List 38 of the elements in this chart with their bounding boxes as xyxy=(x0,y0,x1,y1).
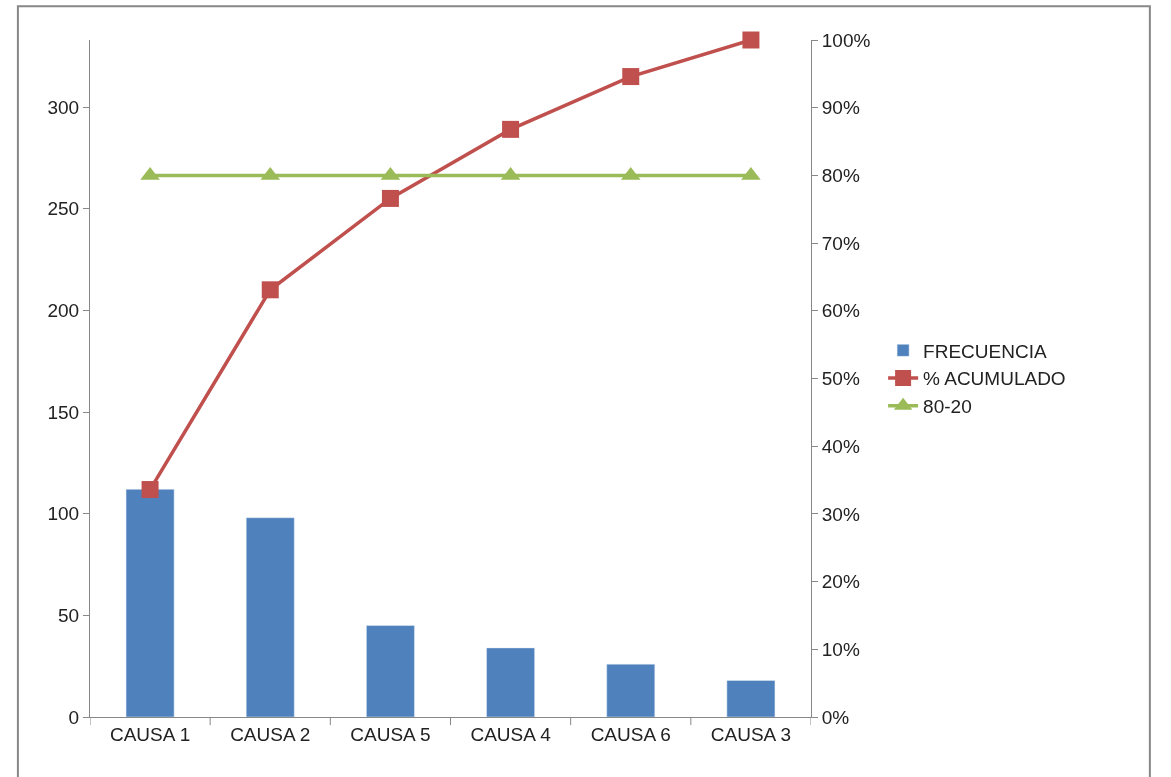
y-tick-label: 100 xyxy=(47,503,80,525)
x-tick-label: CAUSA 6 xyxy=(590,723,671,745)
point xyxy=(741,166,761,180)
y-tick-label: 0 xyxy=(68,706,80,728)
y2-tick-label: 40% xyxy=(821,435,860,457)
point xyxy=(140,166,160,180)
x-tick-label: CAUSA 1 xyxy=(109,723,191,745)
y2-tick-label: 80% xyxy=(821,165,860,187)
bar xyxy=(726,680,776,717)
y2-tick-label: 20% xyxy=(821,571,860,593)
x-tick-label: CAUSA 3 xyxy=(710,723,792,745)
point xyxy=(381,189,399,207)
x-tick-label: CAUSA 2 xyxy=(230,723,311,745)
legend-label: % ACUMULADO xyxy=(923,368,1066,390)
y2-tick-label: 90% xyxy=(821,97,860,119)
bar xyxy=(606,663,656,717)
y-tick-label: 300 xyxy=(47,96,80,118)
bar xyxy=(366,625,415,717)
y-tick-label: 150 xyxy=(47,401,80,423)
x-tick-label: CAUSA 4 xyxy=(470,723,552,745)
bar xyxy=(486,647,535,717)
legend-label: 80-20 xyxy=(923,396,972,418)
y2-tick-label: 50% xyxy=(821,368,860,390)
point xyxy=(141,481,159,499)
y2-tick-label: 0% xyxy=(821,706,850,728)
y2-tick-label: 100% xyxy=(821,29,871,51)
bar xyxy=(245,517,295,717)
y-tick-label: 50 xyxy=(58,605,80,626)
x-tick-label: CAUSA 5 xyxy=(350,723,431,745)
y2-tick-label: 60% xyxy=(821,300,860,322)
y2-tick-label: 10% xyxy=(821,638,860,660)
y-tick-label: 200 xyxy=(47,300,80,322)
legend-label: FRECUENCIA xyxy=(923,340,1047,362)
y-tick-label: 250 xyxy=(47,198,80,220)
y2-tick-label: 30% xyxy=(821,503,860,525)
point xyxy=(261,281,279,299)
y2-tick-label: 70% xyxy=(821,232,860,254)
bar xyxy=(125,489,175,717)
